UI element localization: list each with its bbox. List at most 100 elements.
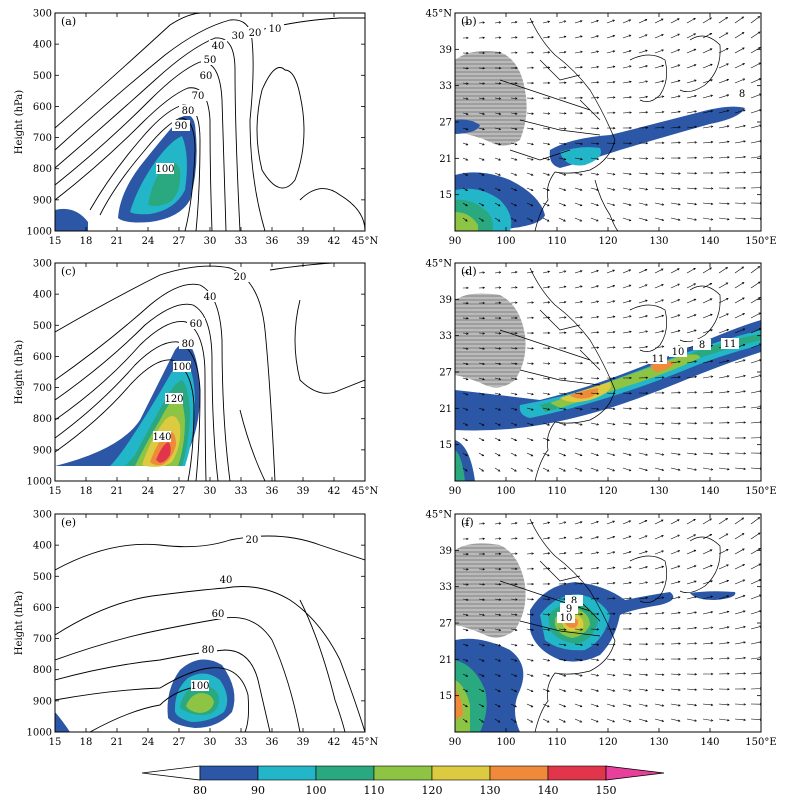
wind-arrow-head xyxy=(645,704,648,707)
wind-arrow-head xyxy=(661,422,665,425)
wind-arrow-head xyxy=(677,283,680,286)
wind-arrow xyxy=(702,298,713,304)
wind-arrow-head xyxy=(612,65,616,68)
x-tick-label: 42 xyxy=(328,236,341,247)
wind-arrow-head xyxy=(742,548,745,551)
wind-arrow xyxy=(750,641,761,645)
wind-arrow xyxy=(734,595,745,600)
wind-arrow xyxy=(558,392,566,395)
wind-arrow-head xyxy=(481,720,485,723)
wind-arrow-head xyxy=(596,285,599,288)
wind-arrow-head xyxy=(743,625,746,629)
wind-arrow-head xyxy=(743,155,747,159)
x-tick-label: 130 xyxy=(649,486,668,497)
wind-arrow-head xyxy=(564,567,567,570)
wind-arrow xyxy=(622,284,631,289)
wind-arrow xyxy=(654,597,664,600)
wind-arrow-head xyxy=(482,158,485,161)
wind-arrow-head xyxy=(498,286,502,289)
wind-arrow-head xyxy=(710,187,714,190)
wind-arrow-head xyxy=(710,703,714,707)
wind-arrow xyxy=(510,217,517,222)
wind-arrow xyxy=(638,551,648,555)
wind-arrow xyxy=(638,407,648,409)
wind-arrow xyxy=(750,532,761,540)
wind-arrow xyxy=(590,422,599,425)
wind-arrow-head xyxy=(515,347,518,350)
wind-arrow-head xyxy=(497,469,501,472)
wind-arrow-head xyxy=(563,704,567,708)
wind-arrow xyxy=(702,565,713,570)
wind-arrow-head xyxy=(530,454,534,457)
wind-arrow xyxy=(654,268,664,274)
wind-arrow xyxy=(718,657,730,660)
wind-arrow xyxy=(750,217,761,220)
wind-arrow-head xyxy=(596,377,600,380)
contour-label: 40 xyxy=(204,292,217,303)
wind-arrow xyxy=(654,65,664,69)
wind-arrow xyxy=(606,452,615,456)
wind-arrow-head xyxy=(628,535,632,538)
coastline xyxy=(679,536,721,593)
wind-arrow-head xyxy=(694,422,698,425)
wind-arrow xyxy=(670,627,681,630)
y-tick-label: 300 xyxy=(33,259,52,270)
wind-arrow-head xyxy=(514,469,517,472)
wind-arrow xyxy=(734,703,746,705)
wind-arrow-head xyxy=(515,81,518,85)
wind-arrow-head xyxy=(530,469,534,472)
wind-arrow-head xyxy=(727,657,730,660)
wind-arrow-head xyxy=(693,48,697,51)
wind-arrow-head xyxy=(743,202,747,205)
wind-arrow xyxy=(734,375,746,379)
y-tick-label: 15 xyxy=(439,691,452,702)
contour-line xyxy=(299,188,365,231)
wind-arrow xyxy=(718,360,729,364)
wind-arrow-head xyxy=(465,173,469,176)
wind-arrow xyxy=(574,377,583,379)
panel-label: (a) xyxy=(61,15,76,28)
wind-arrow xyxy=(526,392,534,395)
wind-arrow-head xyxy=(727,140,730,144)
wind-arrow xyxy=(574,270,583,274)
wind-arrow-head xyxy=(678,391,681,394)
wind-arrow-head xyxy=(709,33,713,36)
wind-arrow xyxy=(622,718,631,722)
wind-arrow xyxy=(510,537,518,540)
wind-arrow-head xyxy=(661,719,665,723)
contour-label: 9 xyxy=(566,604,572,615)
wind-arrow xyxy=(734,313,745,319)
wind-arrow-head xyxy=(466,522,469,525)
wind-arrow-head xyxy=(564,346,567,350)
wind-arrow xyxy=(638,284,648,289)
wind-arrow xyxy=(478,217,484,222)
wind-arrow xyxy=(670,581,680,585)
wind-arrow xyxy=(462,202,468,207)
wind-arrow-head xyxy=(596,173,600,176)
wind-arrow-head xyxy=(677,329,681,333)
wind-arrow xyxy=(590,688,599,692)
wind-arrow xyxy=(574,142,583,145)
x-tick-label: 100 xyxy=(496,486,515,497)
wind-arrow xyxy=(510,392,517,395)
wind-arrow xyxy=(526,422,534,426)
wind-arrow xyxy=(638,269,647,274)
contour-label-bg xyxy=(217,574,235,585)
wind-arrow-head xyxy=(531,112,534,115)
wind-arrow-head xyxy=(710,641,714,645)
x-tick-label: 130 xyxy=(649,236,668,247)
wind-arrow-head xyxy=(465,438,468,441)
wind-arrow xyxy=(558,36,566,39)
wind-arrow-head xyxy=(530,188,534,191)
wind-arrow xyxy=(654,377,664,379)
wind-arrow-head xyxy=(466,36,469,40)
colorbar-swatch xyxy=(199,765,259,781)
y-tick-label: 800 xyxy=(33,665,52,676)
wind-arrow-head xyxy=(661,49,664,52)
contour-line xyxy=(55,265,276,481)
wind-arrow-head xyxy=(758,297,761,300)
wind-arrow-head xyxy=(709,48,713,51)
wind-arrow-head xyxy=(628,218,632,222)
wind-arrow-head xyxy=(466,568,469,571)
wind-arrow-head xyxy=(497,720,501,723)
